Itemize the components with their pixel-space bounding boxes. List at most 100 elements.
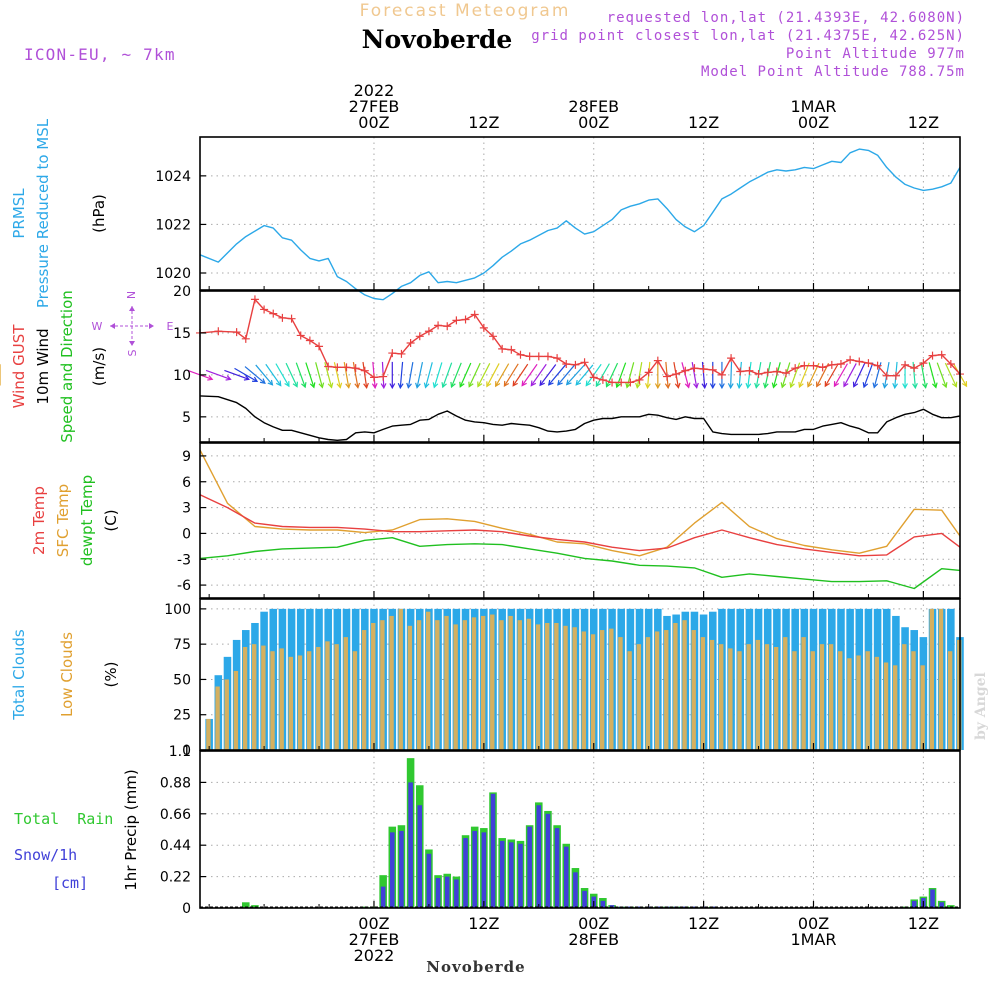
low-cloud-bar: [819, 644, 825, 750]
wind-arrow-shaft: [315, 362, 323, 388]
low-cloud-bar: [947, 651, 953, 750]
snow-bar: [536, 805, 542, 908]
wind-arrow-shaft: [459, 362, 472, 388]
compass-cross: [110, 306, 154, 346]
frames-layer: [199, 136, 961, 909]
wind-gust-marker: [241, 334, 250, 343]
wind-gust-marker: [562, 359, 571, 368]
low-cloud-bar: [389, 615, 394, 750]
wind-arrow-shaft: [486, 363, 500, 387]
pressure-axis-label-0: PRMSL: [10, 188, 28, 239]
wind-gust-marker: [360, 366, 369, 375]
low-cloud-bar: [499, 620, 504, 750]
low-cloud-bar: [838, 651, 843, 750]
wind-arrow-head: [477, 381, 483, 388]
wind-arrow: [798, 362, 810, 389]
clouds-axis-label-1: Low Clouds: [58, 632, 76, 717]
wind-arrow-head: [585, 380, 592, 387]
wind-arrow: [459, 362, 472, 388]
wind-gust-marker: [369, 373, 378, 382]
top-time-label: 1MAR: [790, 97, 836, 116]
wind-arrow-head: [275, 380, 282, 387]
temp-ytick-label: 9: [182, 449, 191, 465]
bottom-time-label: 2022: [354, 946, 395, 965]
snow-bar: [930, 889, 935, 908]
meteogram-subtitle: Forecast Meteogram: [360, 1, 571, 21]
wind-arrow-head: [701, 383, 708, 390]
bottom-time-label: 12Z: [688, 914, 719, 933]
wind-arrow-shaft: [936, 362, 947, 388]
bottom-time-label: 00Z: [358, 914, 389, 933]
wind-arrow: [406, 361, 414, 389]
wind-arrow-shaft: [833, 363, 848, 387]
wind-gust-marker: [333, 363, 342, 372]
low-cloud-bar: [902, 644, 907, 750]
wind-arrow-shaft: [477, 363, 491, 387]
wind-arrow: [503, 363, 519, 387]
compass-south: S: [126, 349, 139, 356]
low-cloud-bar: [361, 630, 367, 750]
wind-gust-marker: [516, 350, 525, 359]
low-cloud-bar: [654, 631, 660, 750]
wind-gust-marker: [507, 345, 516, 354]
bottom-time-label: 12Z: [908, 914, 939, 933]
wind-arrow-shaft: [407, 361, 414, 388]
wind-arrow-head: [450, 381, 456, 389]
wind-arrow-head: [912, 383, 918, 390]
snow-bar: [454, 879, 459, 908]
low-cloud-bar: [673, 622, 678, 750]
wind-arrow-head: [415, 382, 421, 389]
wind-arrow-head: [547, 379, 554, 386]
low-cloud-bar: [325, 641, 330, 750]
low-cloud-bar: [252, 644, 257, 750]
low-cloud-bar: [709, 639, 715, 750]
low-cloud-bar: [627, 651, 632, 750]
wind-gust-marker: [745, 366, 754, 375]
wind-arrow: [255, 364, 274, 386]
wind-gust-marker: [681, 366, 690, 375]
low-cloud-bar: [718, 644, 724, 750]
wind-frame: [199, 290, 961, 443]
bottom-time-label: 00Z: [798, 914, 829, 933]
wind-arrow: [547, 364, 566, 386]
wind-arrow-head: [684, 382, 691, 389]
wind-arrow-shaft: [352, 361, 359, 388]
wind-arrow-head: [309, 382, 316, 389]
wind-arrow-shaft: [548, 364, 566, 386]
wind-gust-marker: [782, 369, 791, 378]
wind-gust-marker: [351, 364, 360, 373]
wind-gust-marker: [855, 357, 864, 366]
wind-arrow-shaft: [234, 367, 258, 382]
wind-gust-marker: [424, 327, 433, 336]
bottom-time-label: 28FEB: [568, 930, 619, 949]
wind-arrow-shaft: [265, 363, 282, 386]
wind-arrow: [205, 369, 232, 381]
wind-arrow-head: [709, 383, 716, 390]
snow-bar: [509, 842, 514, 908]
low-cloud-bar: [563, 625, 568, 750]
wind-arrow-head: [259, 378, 266, 385]
temp-ytick-label: 6: [182, 475, 191, 491]
wind-arrow: [625, 362, 635, 389]
clouds-ytick-label: 25: [173, 708, 191, 724]
snow-bar: [554, 828, 560, 908]
temp-axis-label-1: SFC Temp: [54, 484, 72, 557]
precip-axis-label: 1hr Precip (mm): [122, 769, 140, 890]
wind-gust-marker: [489, 332, 498, 341]
wind-gust-marker: [470, 310, 479, 319]
snow-bar: [472, 830, 477, 908]
low-cloud-bar: [371, 622, 376, 750]
wind-arrow-head: [745, 382, 752, 390]
wind-gust-marker: [800, 361, 809, 370]
wind-arrow-shaft: [530, 363, 547, 386]
wind-arrow: [833, 363, 848, 388]
wind-arrow-head: [798, 381, 804, 389]
low-cloud-bar: [874, 656, 880, 750]
low-cloud-bar: [462, 620, 468, 750]
snow-bar: [399, 830, 404, 908]
wind-arrow: [843, 363, 857, 388]
wind-arrow-head: [843, 381, 849, 388]
low-cloud-bar: [920, 665, 925, 750]
top-time-label: 27FEB: [349, 97, 400, 116]
